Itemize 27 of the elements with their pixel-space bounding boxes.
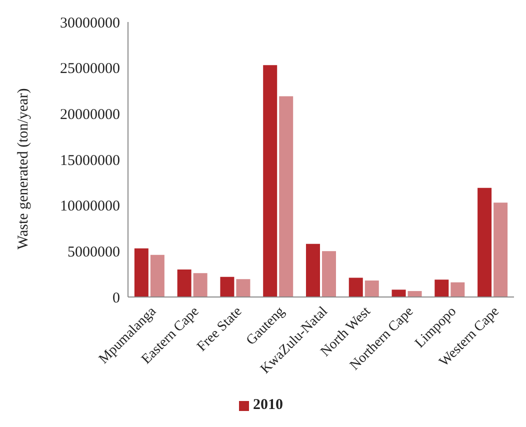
y-tick-label: 30000000	[60, 15, 120, 32]
bar	[450, 282, 465, 297]
bar	[322, 251, 336, 297]
bar	[279, 96, 294, 297]
bar	[236, 279, 250, 297]
bar	[364, 280, 379, 297]
bar	[434, 280, 449, 297]
bar	[220, 276, 234, 297]
y-tick-label: 10000000	[60, 198, 120, 215]
bar	[408, 291, 422, 297]
bar	[134, 248, 148, 297]
bar	[263, 65, 278, 297]
bar	[193, 273, 208, 297]
bar	[392, 290, 406, 297]
bar	[348, 278, 363, 297]
y-tick-label: 0	[112, 290, 120, 306]
bar	[494, 202, 508, 297]
bar	[177, 270, 192, 297]
y-tick-label: 25000000	[60, 61, 120, 78]
y-axis-title: Waste generated (ton/year)	[15, 88, 32, 250]
bar	[478, 188, 492, 297]
y-tick-label: 20000000	[60, 106, 120, 123]
bar	[306, 244, 320, 297]
y-tick-label: 5000000	[68, 244, 120, 260]
y-tick-label: 15000000	[60, 152, 120, 169]
bar	[150, 254, 164, 297]
legend-label: 2010	[253, 397, 283, 413]
